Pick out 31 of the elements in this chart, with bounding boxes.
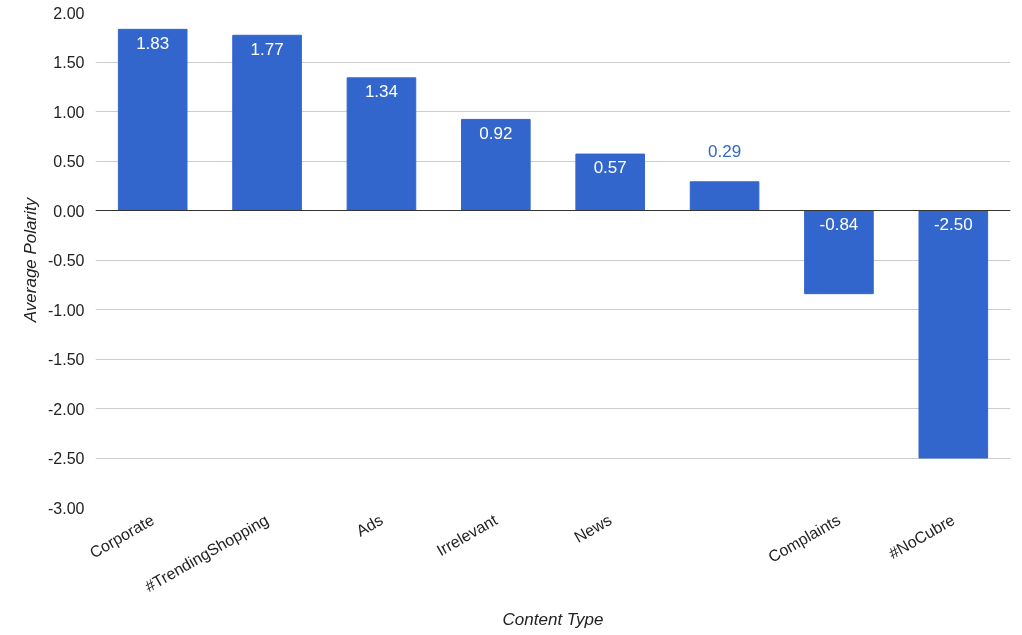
y-tick-label: 2.00 xyxy=(53,4,85,22)
y-tick-label: 0.00 xyxy=(53,202,85,220)
x-axis-title: Content Type xyxy=(502,610,604,630)
y-tick-label: -2.50 xyxy=(48,450,85,467)
bar xyxy=(117,28,188,211)
data-label: -0.84 xyxy=(819,214,859,234)
bar xyxy=(689,181,760,211)
data-label: 0.57 xyxy=(593,158,627,178)
data-label: -2.50 xyxy=(933,214,973,234)
data-label: 0.92 xyxy=(479,123,513,143)
bar xyxy=(461,118,531,211)
y-tick-label: -0.50 xyxy=(48,252,85,269)
data-label: 1.83 xyxy=(136,33,170,53)
bar xyxy=(346,77,417,211)
bar xyxy=(575,153,645,211)
y-tick-label: 0.50 xyxy=(53,153,85,170)
data-label: 1.77 xyxy=(250,39,284,59)
y-tick-label: -1.00 xyxy=(48,301,85,319)
data-label: 1.34 xyxy=(364,82,398,102)
x-tick-label: Ads xyxy=(353,511,386,540)
x-tick-label: News xyxy=(571,511,615,546)
bar xyxy=(918,210,989,459)
bar xyxy=(804,210,874,295)
data-label: 0.29 xyxy=(708,142,742,162)
y-tick-label: -3.00 xyxy=(48,499,85,517)
y-tick-label: -2.00 xyxy=(48,400,85,418)
y-tick-label: 1.00 xyxy=(53,103,85,121)
y-tick-label: -1.50 xyxy=(48,351,85,368)
bar xyxy=(232,34,302,211)
y-axis-title: Average Polarity xyxy=(21,196,41,324)
y-tick-label: 1.50 xyxy=(53,54,85,71)
